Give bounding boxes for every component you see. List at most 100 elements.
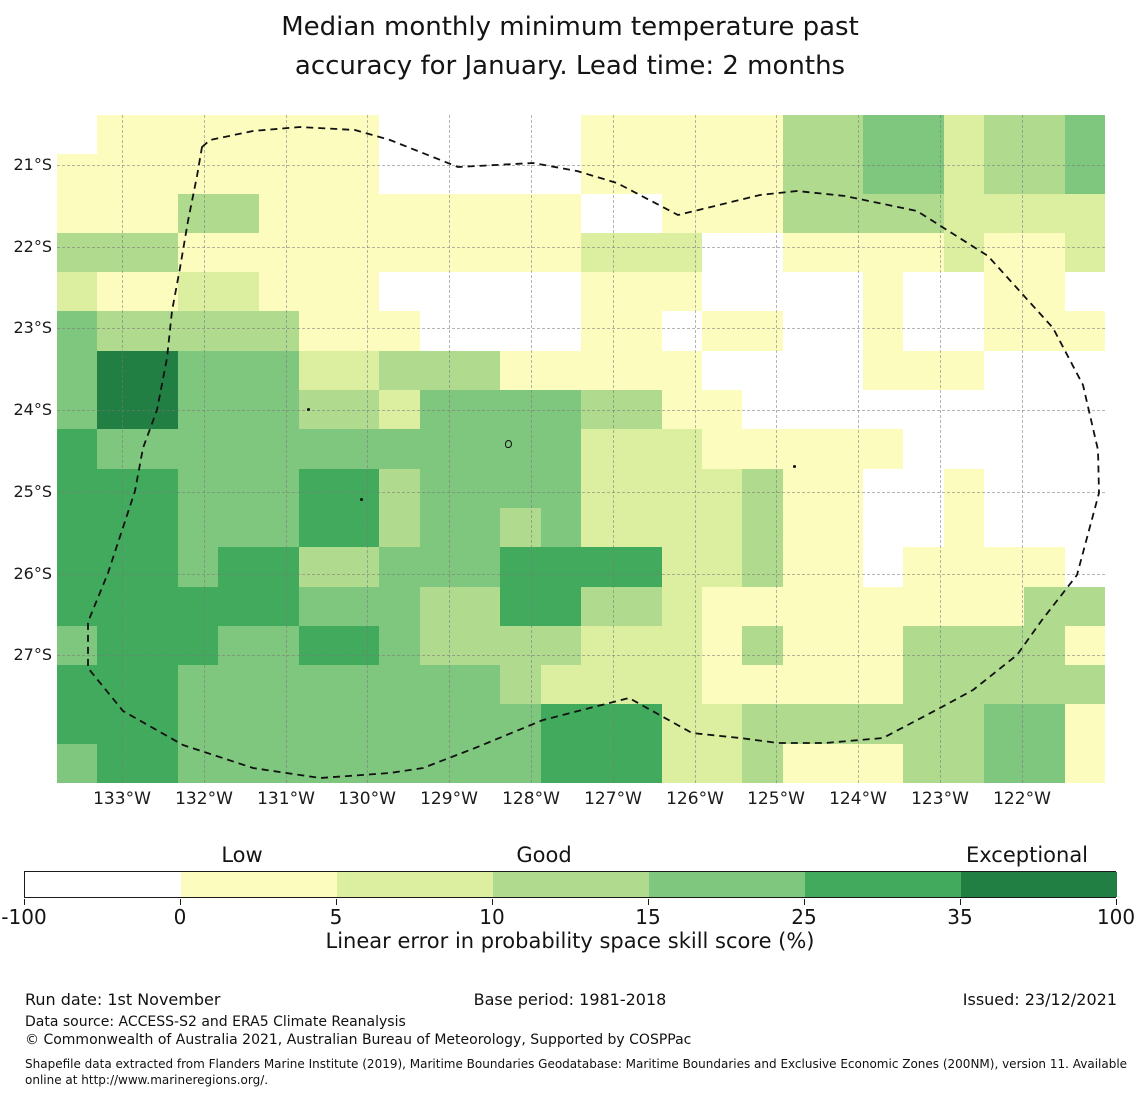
heatmap-cell xyxy=(299,744,339,783)
x-tick-label: 130°W xyxy=(338,789,396,809)
heatmap-cell xyxy=(621,154,662,194)
heatmap-cell xyxy=(581,704,621,744)
heatmap-cell xyxy=(259,233,299,272)
vertical-gridline xyxy=(531,115,532,783)
heatmap-cell xyxy=(460,665,500,704)
heatmap-cell xyxy=(218,154,259,194)
heatmap-cell xyxy=(1065,115,1105,154)
heatmap-cell xyxy=(420,665,460,704)
heatmap-cell xyxy=(420,626,460,665)
heatmap-cell xyxy=(541,390,581,429)
heatmap-cell xyxy=(581,626,621,665)
heatmap-cell xyxy=(581,390,621,429)
heatmap-cell xyxy=(702,429,742,469)
colorbar-tick-label: 0 xyxy=(173,905,187,929)
heatmap-cell xyxy=(420,469,460,508)
heatmap-cell xyxy=(1065,233,1105,272)
heatmap-cell xyxy=(138,272,178,311)
heatmap-cell xyxy=(57,429,97,469)
heatmap-cell xyxy=(218,665,259,704)
vertical-gridline xyxy=(204,115,205,783)
heatmap-cell xyxy=(823,508,863,547)
heatmap-cell xyxy=(97,115,138,154)
island-dot xyxy=(307,408,310,411)
heatmap-cell xyxy=(299,390,339,429)
heatmap-cell xyxy=(863,704,903,744)
heatmap-cell xyxy=(299,351,339,390)
heatmap-cell xyxy=(944,665,984,704)
colorbar-tick-label: 35 xyxy=(947,905,973,929)
heatmap-cell xyxy=(1065,311,1105,351)
x-tick-label: 129°W xyxy=(420,789,478,809)
heatmap-cell xyxy=(218,390,259,429)
y-tick-label: 26°S xyxy=(13,564,52,583)
heatmap-cell xyxy=(57,547,97,587)
eez-dashed-path xyxy=(87,126,1100,779)
heatmap-cell xyxy=(339,272,379,311)
heatmap-cell xyxy=(138,508,178,547)
colorbar-tick-label: 10 xyxy=(479,905,505,929)
heatmap-cell xyxy=(178,587,218,626)
heatmap-cell xyxy=(621,704,662,744)
heatmap-cell xyxy=(379,390,420,429)
vertical-gridline xyxy=(449,115,450,783)
heatmap-cell xyxy=(339,351,379,390)
heatmap-cell xyxy=(944,115,984,154)
heatmap-cell xyxy=(581,272,621,311)
heatmap-cell xyxy=(420,508,460,547)
heatmap-cell xyxy=(541,665,581,704)
heatmap-cell xyxy=(259,547,299,587)
heatmap-cell xyxy=(339,194,379,233)
heatmap-cell xyxy=(259,390,299,429)
heatmap-cell xyxy=(379,233,420,272)
heatmap-cell xyxy=(500,469,541,508)
heatmap-cell xyxy=(460,469,500,508)
heatmap-cell xyxy=(339,665,379,704)
colorbar-segment xyxy=(25,872,181,897)
title-line-1: Median monthly minimum temperature past xyxy=(281,12,859,42)
heatmap-cell xyxy=(218,429,259,469)
heatmap-cell xyxy=(621,665,662,704)
heatmap-cell xyxy=(984,744,1024,783)
copyright-text: © Commonwealth of Australia 2021, Austra… xyxy=(25,1032,692,1048)
colorbar-tick-mark xyxy=(24,899,25,905)
heatmap-cell xyxy=(379,508,420,547)
heatmap-cell xyxy=(944,469,984,508)
heatmap-cell xyxy=(138,351,178,390)
heatmap-cell xyxy=(299,508,339,547)
heatmap-cell xyxy=(57,272,97,311)
heatmap-cell xyxy=(783,587,823,626)
heatmap-cell xyxy=(823,587,863,626)
heatmap-cell xyxy=(460,194,500,233)
heatmap-cell xyxy=(541,429,581,469)
colorbar-tick-label: 100 xyxy=(1096,905,1136,929)
heatmap-cell xyxy=(178,429,218,469)
heatmap-cell xyxy=(783,194,823,233)
heatmap-cell xyxy=(541,587,581,626)
heatmap-cell xyxy=(783,469,823,508)
vertical-gridline xyxy=(122,115,123,783)
heatmap-cell xyxy=(299,665,339,704)
heatmap-cell xyxy=(97,547,138,587)
heatmap-cell xyxy=(541,469,581,508)
heatmap-cell xyxy=(1065,626,1105,665)
colorbar-tick-mark xyxy=(648,899,649,905)
vertical-gridline xyxy=(940,115,941,783)
heatmap-cell xyxy=(984,272,1024,311)
heatmap-cell xyxy=(621,429,662,469)
heatmap-cell xyxy=(621,508,662,547)
heatmap-cell xyxy=(178,115,218,154)
issued-date-text: Issued: 23/12/2021 xyxy=(962,990,1117,1009)
heatmap-cell xyxy=(138,194,178,233)
horizontal-gridline xyxy=(57,328,1105,329)
heatmap-cell xyxy=(1024,311,1065,351)
heatmap-cell xyxy=(783,508,823,547)
heatmap-cell xyxy=(823,233,863,272)
heatmap-cell xyxy=(218,311,259,351)
heatmap-cell xyxy=(97,390,138,429)
heatmap-cell xyxy=(259,626,299,665)
heatmap-cell xyxy=(420,429,460,469)
heatmap-cell xyxy=(863,429,903,469)
heatmap-cell xyxy=(259,115,299,154)
heatmap-cell xyxy=(581,587,621,626)
